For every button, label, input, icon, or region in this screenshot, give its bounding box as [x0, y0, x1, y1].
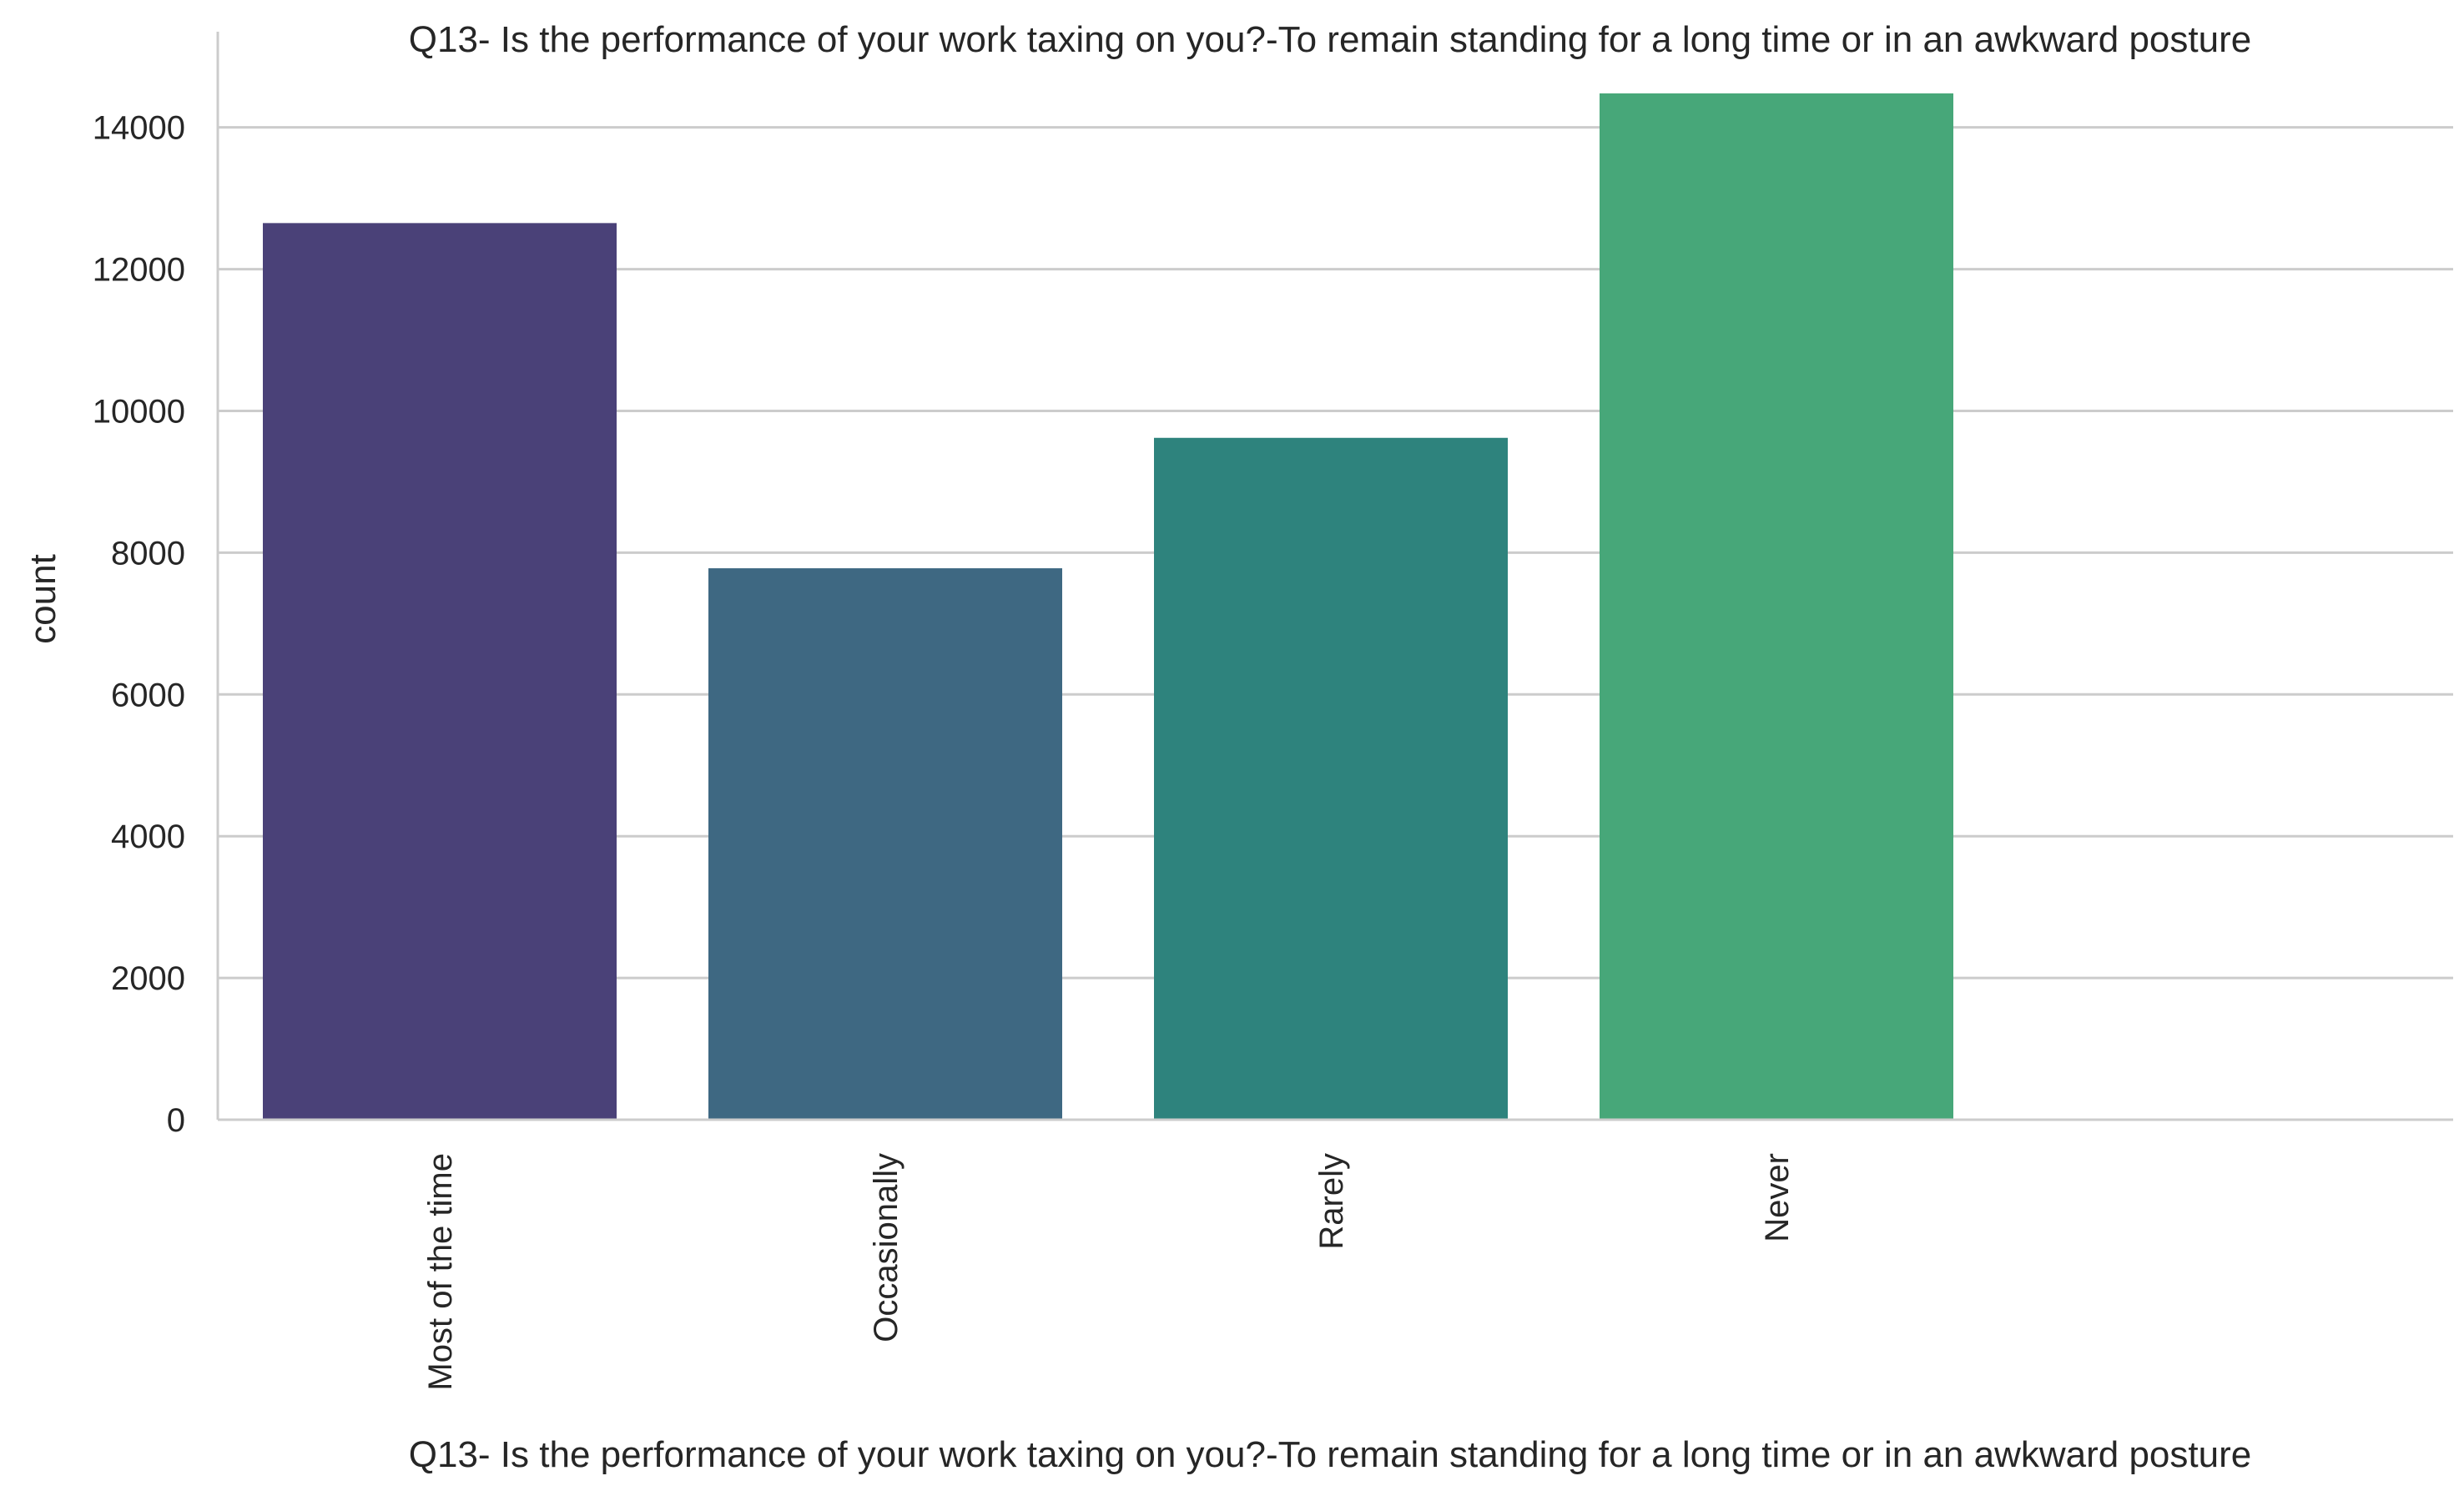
- bar: [263, 223, 617, 1121]
- x-tick-label: Most of the time: [422, 1153, 459, 1391]
- x-tick-label: Occasionally: [868, 1153, 904, 1342]
- chart-title: Q13- Is the performance of your work tax…: [409, 19, 2251, 60]
- bar: [708, 568, 1062, 1120]
- y-tick-labels: 0 2000 4000 6000 8000 10000 12000 14000: [93, 110, 185, 1139]
- y-axis-title: count: [23, 554, 63, 644]
- axes: [216, 32, 2453, 1121]
- y-tick-label: 12000: [93, 252, 185, 289]
- y-tick-label: 2000: [111, 960, 185, 997]
- bar: [1600, 93, 1953, 1121]
- y-tick-label: 0: [167, 1102, 185, 1139]
- bar: [1154, 437, 1508, 1120]
- bars: [263, 93, 1953, 1121]
- y-tick-label: 6000: [111, 677, 185, 713]
- x-axis-title: Q13- Is the performance of your work tax…: [409, 1434, 2251, 1475]
- y-tick-label: 10000: [93, 393, 185, 430]
- x-tick-labels: Most of the time Occasionally Rarely Never: [422, 1153, 1796, 1391]
- y-tick-label: 8000: [111, 535, 185, 572]
- x-tick-label: Rarely: [1313, 1153, 1350, 1250]
- y-tick-label: 14000: [93, 110, 185, 147]
- y-tick-label: 4000: [111, 818, 185, 855]
- x-tick-label: Never: [1759, 1153, 1796, 1242]
